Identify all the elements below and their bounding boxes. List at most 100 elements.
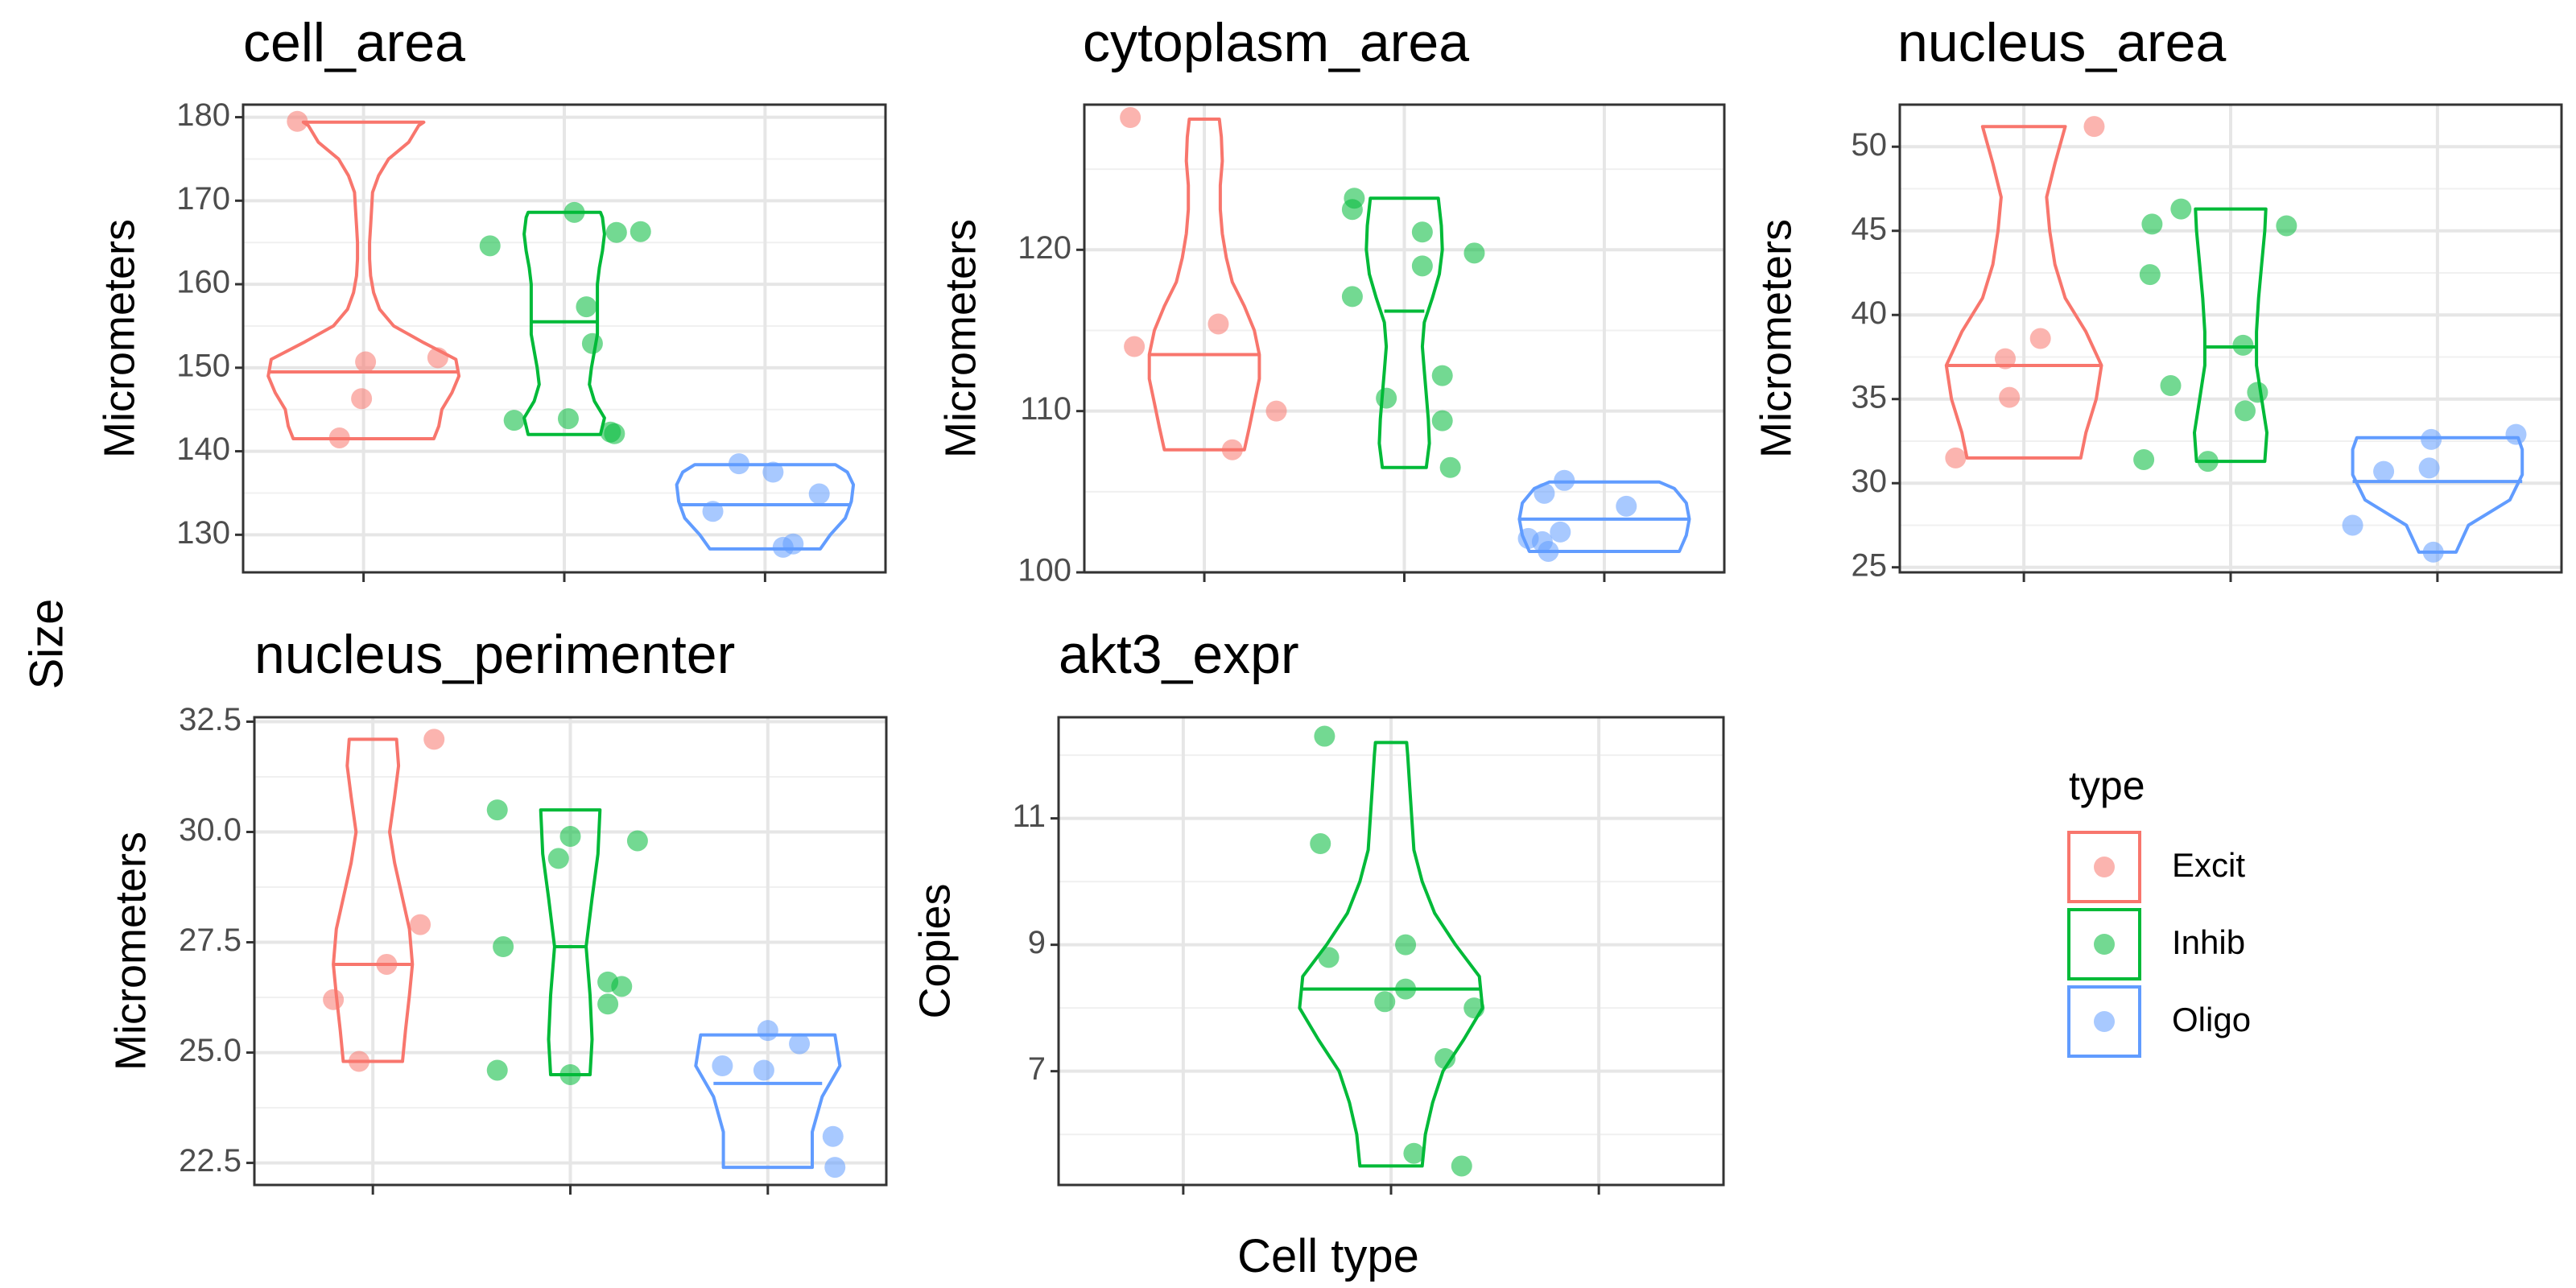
data-point-Inhib: [2234, 400, 2256, 422]
violin-Excit: [1147, 118, 1261, 452]
data-point-Oligo: [702, 501, 724, 522]
violin-Oligo: [675, 463, 856, 551]
data-point-Excit: [376, 953, 398, 975]
data-point-Inhib: [1344, 188, 1365, 209]
legend-key-point: [2094, 1011, 2115, 1032]
y-axis-label: Micrometers: [936, 219, 985, 458]
data-point-Inhib: [1463, 997, 1485, 1019]
data-point-Oligo: [1534, 482, 1555, 504]
data-point-Oligo: [2373, 460, 2395, 482]
panel-title: akt3_expr: [1059, 624, 1299, 685]
data-point-Excit: [427, 347, 448, 369]
y-tick-label: 170: [176, 181, 230, 217]
legend-item-Excit: Excit: [2067, 831, 2245, 903]
data-point-Inhib: [604, 423, 625, 444]
data-point-Inhib: [1431, 365, 1453, 386]
data-point-Inhib: [2197, 451, 2219, 473]
data-point-Inhib: [2247, 382, 2268, 403]
data-point-Excit: [1124, 336, 1146, 357]
panel-title: nucleus_perimenter: [254, 624, 735, 685]
data-point-Inhib: [1463, 242, 1485, 264]
data-point-Excit: [287, 110, 308, 132]
panel-border: [1083, 103, 1726, 574]
data-point-Oligo: [808, 483, 830, 505]
y-tick-label: 25.0: [179, 1033, 242, 1068]
panel-title: nucleus_area: [1897, 12, 2226, 73]
data-point-Inhib: [557, 408, 579, 430]
violin-Inhib: [2193, 207, 2268, 464]
legend-key-box: [2067, 831, 2141, 903]
legend: type Excit Inhib Oligo: [2067, 763, 2251, 1058]
violin-Excit: [1944, 125, 2103, 460]
panel-title: cell_area: [243, 12, 465, 73]
data-point-Inhib: [611, 976, 633, 997]
y-tick-label: 180: [176, 97, 230, 133]
y-tick-label: 100: [1018, 553, 1071, 588]
data-point-Excit: [1120, 107, 1141, 129]
data-point-Oligo: [1616, 495, 1637, 517]
data-point-Inhib: [1395, 934, 1417, 956]
violin-Oligo: [2351, 436, 2524, 554]
y-tick-label: 30.0: [179, 812, 242, 848]
data-point-Inhib: [1451, 1155, 1472, 1177]
data-point-Inhib: [605, 221, 627, 243]
panel-nucleus_area: 25 30 35 40 45 50 nucleus_area Micrometers: [1752, 12, 2563, 583]
data-point-Excit: [1999, 386, 2021, 408]
y-axis-label: Micrometers: [106, 832, 155, 1071]
data-point-Oligo: [757, 1020, 778, 1042]
data-point-Oligo: [2421, 428, 2442, 450]
data-point-Oligo: [2418, 457, 2440, 479]
data-point-Inhib: [2139, 264, 2161, 286]
data-point-Oligo: [753, 1059, 774, 1081]
data-point-Oligo: [762, 461, 784, 483]
data-point-Excit: [1221, 439, 1243, 460]
y-tick-label: 9: [1028, 925, 1046, 960]
violin-Excit: [332, 737, 415, 1063]
data-point-Inhib: [581, 332, 603, 354]
data-point-Inhib: [2141, 213, 2163, 235]
y-tick-label: 27.5: [179, 923, 242, 958]
data-point-Inhib: [630, 221, 651, 242]
violin-Inhib: [539, 808, 602, 1076]
data-point-Excit: [1995, 348, 2017, 369]
panel-akt3_expr: 7 9 11 akt3_expr Copies: [910, 624, 1725, 1195]
data-point-Excit: [2083, 116, 2105, 138]
data-point-Inhib: [626, 830, 648, 852]
data-point-Inhib: [2160, 375, 2182, 397]
data-point-Inhib: [1310, 833, 1331, 855]
data-point-Inhib: [559, 825, 581, 847]
data-point-Inhib: [1318, 947, 1340, 968]
data-point-Excit: [351, 388, 373, 410]
data-point-Inhib: [2232, 334, 2254, 356]
data-point-Inhib: [503, 410, 525, 431]
data-point-Oligo: [822, 1125, 844, 1147]
y-tick-label: 7: [1028, 1051, 1046, 1087]
data-point-Oligo: [2505, 423, 2527, 445]
data-point-Excit: [1945, 447, 1967, 469]
data-point-Oligo: [1554, 469, 1575, 491]
y-tick-label: 150: [176, 348, 230, 383]
y-axis-label: Micrometers: [1752, 219, 1800, 458]
data-point-Excit: [410, 914, 431, 935]
data-point-Oligo: [712, 1055, 733, 1077]
legend-item-Oligo: Oligo: [2067, 985, 2251, 1058]
legend-title: type: [2069, 763, 2145, 808]
data-point-Inhib: [1431, 410, 1453, 431]
y-tick-label: 30: [1852, 464, 1888, 499]
data-point-Inhib: [493, 936, 514, 958]
y-axis-label: Micrometers: [95, 219, 143, 458]
data-point-Inhib: [1411, 221, 1433, 243]
data-point-Inhib: [1439, 456, 1461, 478]
data-point-Oligo: [824, 1157, 846, 1179]
data-point-Inhib: [479, 235, 501, 257]
data-point-Inhib: [559, 1063, 581, 1085]
panel-title: cytoplasm_area: [1083, 12, 1469, 73]
data-point-Oligo: [1538, 540, 1559, 562]
data-point-Inhib: [1374, 991, 1396, 1013]
data-point-Oligo: [2422, 541, 2444, 563]
global-y-label: Size: [20, 599, 72, 690]
data-point-Excit: [1208, 313, 1229, 335]
data-point-Inhib: [547, 848, 569, 869]
data-point-Inhib: [1403, 1142, 1425, 1164]
data-point-Oligo: [1550, 521, 1571, 543]
